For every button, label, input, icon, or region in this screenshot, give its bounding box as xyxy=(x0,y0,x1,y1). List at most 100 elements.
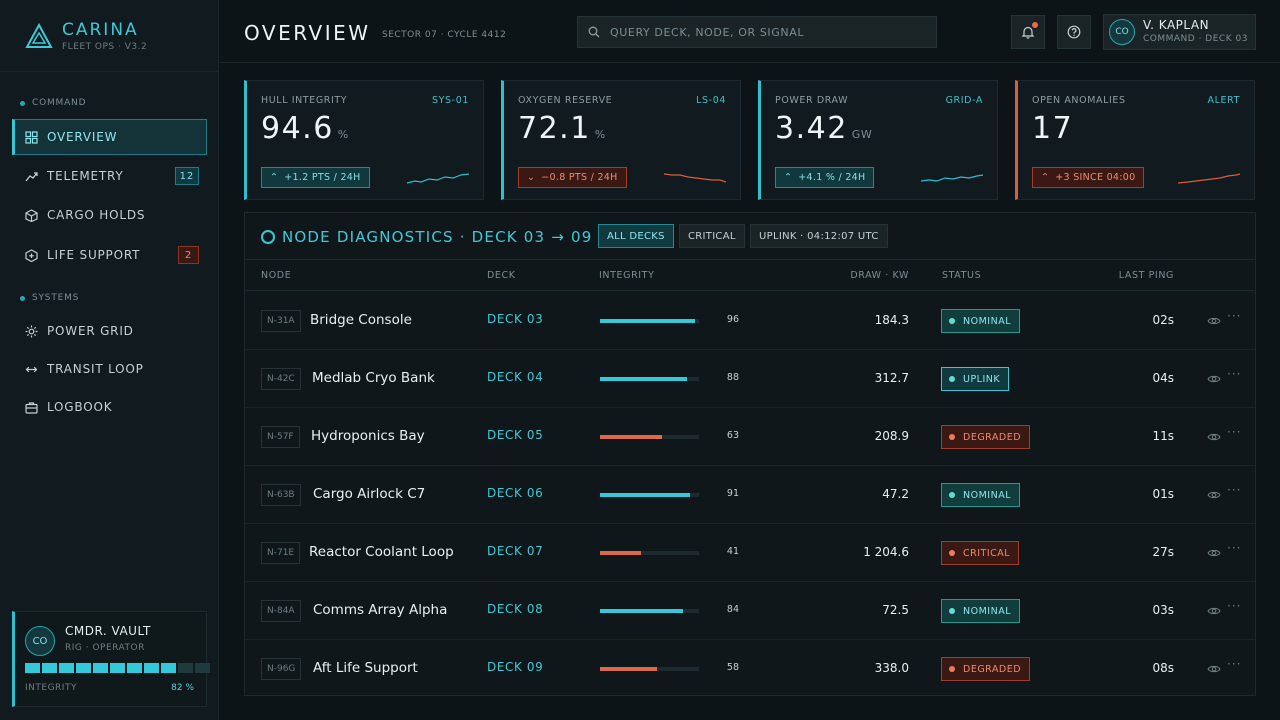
draw-value: 1 204.6 xyxy=(863,545,909,559)
integrity-bar xyxy=(600,319,699,323)
sparkline xyxy=(664,173,726,183)
eye-icon[interactable] xyxy=(1207,314,1221,328)
carina-logo-icon xyxy=(25,22,53,48)
status-dot-icon xyxy=(949,492,955,498)
cube-icon xyxy=(24,208,38,222)
column-header-deck[interactable]: DECK xyxy=(487,270,516,281)
deck-link[interactable]: DECK 03 xyxy=(487,312,544,326)
eye-icon[interactable] xyxy=(1207,604,1221,618)
sidebar-item-power-grid[interactable]: POWER GRID xyxy=(12,313,207,349)
kpi-label: HULL INTEGRITY xyxy=(261,95,348,106)
eye-icon[interactable] xyxy=(1207,546,1221,560)
integrity-bar xyxy=(600,609,699,613)
column-header-last-ping[interactable]: LAST PING xyxy=(1118,270,1174,281)
deck-link[interactable]: DECK 06 xyxy=(487,486,544,500)
avatar: CO xyxy=(25,626,55,656)
deck-link[interactable]: DECK 05 xyxy=(487,428,544,442)
plus-hex-icon xyxy=(24,248,38,262)
status-badge: NOMINAL xyxy=(941,599,1020,623)
nav-section-systems: SYSTEMS xyxy=(20,293,79,303)
node-diagnostics-panel: NODE DIAGNOSTICS · DECK 03 → 09 ALL DECK… xyxy=(244,212,1256,696)
column-header-node[interactable]: NODE xyxy=(261,270,292,281)
caret-up-icon: ⌃ xyxy=(1041,172,1050,183)
draw-value: 208.9 xyxy=(874,429,909,443)
more-options-icon[interactable]: ··· xyxy=(1227,309,1242,323)
search-box[interactable] xyxy=(577,16,937,48)
kpi-value: 3.42 GW xyxy=(775,111,873,146)
table-row[interactable]: N-96G Aft Life Support DECK 09 58 338.0 DEGRA… xyxy=(245,640,1255,698)
column-header-draw[interactable]: DRAW · KW xyxy=(850,270,909,281)
integrity-segment xyxy=(127,663,142,673)
operator-card[interactable]: CO CMDR. VAULT RIG · OPERATOR INTEGRITY … xyxy=(12,611,210,707)
sidebar-item-telemetry[interactable]: TELEMETRY 12 xyxy=(12,158,207,194)
sidebar-item-logbook[interactable]: LOGBOOK xyxy=(12,389,207,425)
deck-link[interactable]: DECK 07 xyxy=(487,544,544,558)
trend-icon xyxy=(24,169,38,183)
nav-section-command: COMMAND xyxy=(20,98,86,108)
kpi-card-oxygen-reserve[interactable]: OXYGEN RESERVE LS-04 72.1% ⌄ −0.8 PTS / 2… xyxy=(501,80,741,200)
table-row[interactable]: N-63B Cargo Airlock C7 DECK 06 91 47.2 NOMINA… xyxy=(245,466,1255,524)
help-button[interactable] xyxy=(1057,15,1091,49)
more-options-icon[interactable]: ··· xyxy=(1227,483,1242,497)
search-input[interactable] xyxy=(610,25,930,39)
kpi-unit: % xyxy=(337,128,349,141)
caret-up-icon: ⌃ xyxy=(784,172,793,183)
user-menu[interactable]: CO V. KAPLAN COMMAND · DECK 03 xyxy=(1103,14,1256,50)
sidebar-item-overview[interactable]: OVERVIEW xyxy=(12,119,207,155)
sidebar-item-label: OVERVIEW xyxy=(47,130,118,144)
table-row[interactable]: N-71E Reactor Coolant Loop DECK 07 41 1 204.… xyxy=(245,524,1255,582)
table-row[interactable]: N-57F Hydroponics Bay DECK 05 63 208.9 DEGRAD… xyxy=(245,408,1255,466)
kpi-delta-badge: ⌃ +4.1 % / 24H xyxy=(775,167,875,188)
more-options-icon[interactable]: ··· xyxy=(1227,599,1242,613)
status-badge: UPLINK xyxy=(941,367,1010,391)
integrity-bar-fill xyxy=(600,435,663,439)
more-options-icon[interactable]: ··· xyxy=(1227,657,1242,671)
column-header-status[interactable]: STATUS xyxy=(942,270,982,281)
deck-link[interactable]: DECK 09 xyxy=(487,660,544,674)
kpi-tag: GRID-A xyxy=(945,95,983,106)
integrity-value: 96 xyxy=(726,314,739,325)
kpi-card-power-draw[interactable]: POWER DRAW GRID-A 3.42 GW ⌃ +4.1 % / 24H xyxy=(758,80,998,200)
sidebar-item-transit-loop[interactable]: TRANSIT LOOP xyxy=(12,351,207,387)
filter-chip-all-decks[interactable]: ALL DECKS xyxy=(598,224,674,248)
sidebar-item-cargo-holds[interactable]: CARGO HOLDS xyxy=(12,197,207,233)
more-options-icon[interactable]: ··· xyxy=(1227,541,1242,555)
last-ping-value: 01s xyxy=(1152,487,1174,501)
eye-icon[interactable] xyxy=(1207,662,1221,676)
filter-chip-critical[interactable]: CRITICAL xyxy=(679,224,745,248)
table-row[interactable]: N-42C Medlab Cryo Bank DECK 04 88 312.7 UPLIN… xyxy=(245,350,1255,408)
more-options-icon[interactable]: ··· xyxy=(1227,367,1242,381)
deck-link[interactable]: DECK 08 xyxy=(487,602,544,616)
table-row[interactable]: N-84A Comms Array Alpha DECK 08 84 72.5 NOMIN… xyxy=(245,582,1255,640)
draw-value: 338.0 xyxy=(874,661,909,675)
sidebar-item-label: LOGBOOK xyxy=(47,400,113,414)
kpi-card-open-anomalies[interactable]: OPEN ANOMALIES ALERT 17 ⌃ +3 SINCE 04:00 xyxy=(1015,80,1255,200)
sidebar-item-life-support[interactable]: LIFE SUPPORT 2 xyxy=(12,237,207,273)
sidebar-divider xyxy=(0,71,219,72)
integrity-bar xyxy=(600,493,699,497)
node-id-tag: N-71E xyxy=(261,542,301,564)
eye-icon[interactable] xyxy=(1207,372,1221,386)
status-badge: NOMINAL xyxy=(941,483,1020,507)
node-name: Hydroponics Bay xyxy=(311,428,425,444)
notifications-button[interactable] xyxy=(1011,15,1045,49)
node-id-tag: N-31A xyxy=(261,310,301,332)
uplink-time-chip[interactable]: UPLINK · 04:12:07 UTC xyxy=(750,224,888,248)
column-header-integrity[interactable]: INTEGRITY xyxy=(599,270,655,281)
caret-down-icon: ⌄ xyxy=(527,172,536,183)
integrity-label: INTEGRITY xyxy=(25,683,77,693)
integrity-segment xyxy=(93,663,108,673)
node-name: Aft Life Support xyxy=(313,660,418,676)
search-icon xyxy=(588,26,600,38)
node-id-tag: N-57F xyxy=(261,426,300,448)
eye-icon[interactable] xyxy=(1207,488,1221,502)
more-options-icon[interactable]: ··· xyxy=(1227,425,1242,439)
kpi-tag: SYS-01 xyxy=(432,95,469,106)
brand[interactable]: CARINA FLEET OPS · V3.2 xyxy=(24,16,147,56)
status-badge: NOMINAL xyxy=(941,309,1020,333)
kpi-card-hull-integrity[interactable]: HULL INTEGRITY SYS-01 94.6% ⌃ +1.2 PTS / … xyxy=(244,80,484,200)
table-row[interactable]: N-31A Bridge Console DECK 03 96 184.3 NOMINAL… xyxy=(245,292,1255,350)
panel-title: NODE DIAGNOSTICS · DECK 03 → 09 xyxy=(282,228,593,246)
deck-link[interactable]: DECK 04 xyxy=(487,370,544,384)
eye-icon[interactable] xyxy=(1207,430,1221,444)
